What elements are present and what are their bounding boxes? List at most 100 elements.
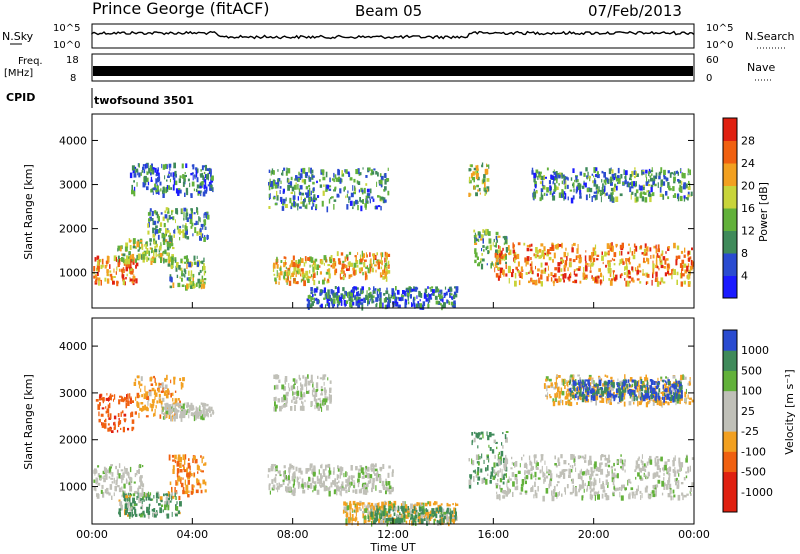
- echo-cell: [593, 380, 595, 386]
- echo-cell: [401, 295, 405, 298]
- echo-cell: [309, 463, 313, 468]
- echo-cell: [448, 301, 450, 305]
- echo-cell: [175, 188, 178, 194]
- echo-cell: [665, 258, 669, 261]
- echo-cell: [601, 179, 603, 183]
- echo-cell: [199, 483, 202, 489]
- echo-cell: [164, 404, 167, 407]
- echo-cell: [155, 225, 158, 229]
- echo-cell: [187, 409, 191, 412]
- echo-cell: [479, 260, 482, 264]
- echo-cell: [174, 170, 177, 177]
- echo-cell: [166, 374, 168, 380]
- echo-cell: [193, 415, 196, 422]
- echo-cell: [154, 248, 158, 253]
- echo-cell: [310, 274, 313, 278]
- echo-cell: [601, 454, 604, 458]
- echo-cell: [494, 454, 496, 459]
- echo-cell: [361, 486, 365, 490]
- echo-cell: [607, 178, 610, 184]
- echo-cell: [358, 267, 361, 272]
- echo-cell: [382, 486, 386, 489]
- echo-cell: [510, 467, 513, 470]
- echo-cell: [376, 505, 378, 511]
- echo-cell: [645, 169, 648, 174]
- echo-cell: [671, 274, 673, 280]
- echo-cell: [553, 494, 556, 497]
- echo-cell: [129, 497, 131, 504]
- echo-cell: [571, 247, 574, 253]
- echo-cell: [557, 462, 561, 466]
- echo-cell: [370, 266, 372, 272]
- echo-cell: [340, 271, 343, 275]
- echo-cell: [394, 301, 398, 304]
- echo-cell: [545, 488, 549, 494]
- echo-cell: [99, 394, 102, 398]
- echo-cell: [591, 173, 594, 176]
- echo-cell: [184, 270, 187, 275]
- echo-cell: [179, 267, 183, 271]
- echo-cell: [496, 262, 499, 266]
- echo-cell: [529, 460, 532, 466]
- echo-cell: [270, 181, 273, 187]
- echo-cell: [570, 272, 572, 276]
- echo-cell: [188, 458, 190, 461]
- echo-cell: [591, 196, 593, 202]
- echo-cell: [387, 301, 391, 308]
- echo-cell: [197, 278, 201, 284]
- echo-cell: [675, 378, 677, 383]
- echo-cell: [606, 458, 610, 464]
- echo-cell: [488, 458, 490, 463]
- echo-cell: [325, 475, 328, 482]
- echo-cell: [129, 486, 133, 492]
- echo-cell: [298, 259, 300, 264]
- echo-cell: [108, 404, 110, 409]
- echo-cell: [126, 259, 128, 264]
- echo-cell: [365, 183, 368, 186]
- echo-cell: [125, 468, 128, 474]
- echo-cell: [121, 480, 123, 484]
- echo-cell: [378, 513, 381, 519]
- echo-cell: [101, 422, 103, 426]
- echo-cell: [326, 487, 328, 490]
- echo-cell: [564, 396, 568, 400]
- echo-cell: [405, 520, 408, 525]
- echo-cell: [322, 400, 325, 407]
- echo-cell: [480, 263, 484, 270]
- echo-cell: [132, 514, 135, 517]
- echo-cell: [608, 399, 610, 404]
- echo-cell: [511, 272, 514, 278]
- echo-cell: [292, 261, 296, 268]
- echo-cell: [288, 387, 291, 392]
- echo-cell: [378, 502, 380, 507]
- echo-cell: [107, 413, 110, 418]
- echo-cell: [419, 519, 423, 524]
- echo-cell: [655, 259, 658, 265]
- echo-cell: [502, 236, 505, 239]
- echo-cell: [153, 495, 155, 499]
- echo-cell: [685, 475, 688, 479]
- echo-cell: [639, 281, 642, 284]
- echo-cell: [436, 501, 438, 505]
- echo-cell: [309, 482, 313, 489]
- echo-cell: [667, 471, 670, 475]
- echo-cell: [607, 251, 610, 255]
- echo-cell: [164, 384, 168, 390]
- echo-cell: [319, 265, 321, 268]
- echo-cell: [131, 165, 135, 171]
- echo-cell: [166, 252, 169, 256]
- echo-cell: [531, 167, 534, 172]
- echo-cell: [114, 421, 116, 427]
- echo-cell: [192, 281, 195, 287]
- echo-cell: [292, 490, 296, 496]
- echo-cell: [188, 283, 190, 289]
- echo-cell: [190, 285, 193, 289]
- echo-cell: [169, 285, 172, 289]
- echo-cell: [517, 270, 520, 274]
- echo-cell: [411, 302, 413, 307]
- echo-cell: [130, 258, 133, 263]
- echo-cell: [386, 262, 388, 267]
- echo-cell: [107, 427, 110, 432]
- echo-cell: [631, 277, 634, 282]
- echo-cell: [528, 271, 530, 275]
